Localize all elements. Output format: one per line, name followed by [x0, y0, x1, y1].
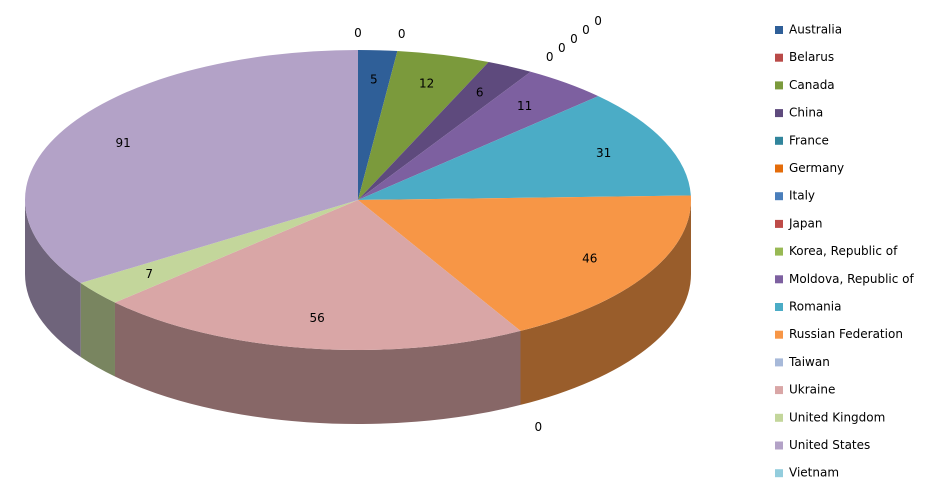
- legend-swatch: [775, 413, 783, 422]
- data-label: 46: [582, 252, 597, 266]
- legend-label: United Kingdom: [789, 410, 885, 424]
- legend-swatch: [775, 275, 783, 284]
- data-label: 31: [596, 146, 611, 160]
- legend-label: Ukraine: [789, 383, 835, 397]
- data-label: 56: [309, 311, 324, 325]
- slice: [358, 50, 398, 200]
- legend-label: Russian Federation: [789, 327, 903, 341]
- legend-swatch: [775, 136, 783, 145]
- legend-swatch: [775, 53, 783, 62]
- legend-label: Germany: [789, 161, 844, 175]
- slice: [358, 62, 531, 200]
- data-label: 0: [582, 23, 590, 37]
- slice: [114, 200, 521, 351]
- legend-label: Korea, Republic of: [789, 244, 898, 258]
- legend-label: Italy: [789, 189, 815, 203]
- data-label: 0: [594, 14, 602, 28]
- data-label: 12: [419, 77, 434, 91]
- legend-label: Romania: [789, 300, 841, 314]
- slice: [80, 200, 358, 303]
- data-label: 11: [517, 99, 532, 113]
- data-label: 0: [546, 50, 554, 64]
- slice-side: [25, 200, 81, 358]
- data-label: 0: [570, 32, 578, 46]
- legend-label: United States: [789, 438, 870, 452]
- legend-swatch: [775, 358, 783, 367]
- slice: [358, 195, 691, 331]
- legend-label: Australia: [789, 23, 842, 37]
- legend-label: Canada: [789, 78, 835, 92]
- data-label: 0: [354, 26, 362, 40]
- legend-swatch: [775, 441, 783, 450]
- legend-swatch: [775, 330, 783, 339]
- legend-swatch: [775, 164, 783, 173]
- legend-label: China: [789, 106, 823, 120]
- data-label: 0: [535, 420, 543, 434]
- legend-label: Taiwan: [788, 355, 830, 369]
- data-label: 6: [476, 86, 484, 100]
- slice-side: [114, 302, 521, 425]
- data-label: 0: [558, 41, 566, 55]
- slice: [358, 71, 599, 201]
- data-label: 0: [398, 27, 406, 41]
- slice: [358, 51, 489, 200]
- legend-swatch: [775, 26, 783, 34]
- legend-swatch: [775, 219, 783, 228]
- legend-swatch: [775, 81, 783, 90]
- legend-swatch: [775, 192, 783, 201]
- legend-label: Vietnam: [789, 466, 839, 480]
- legend-label: Moldova, Republic of: [789, 272, 915, 286]
- slice-side: [520, 200, 691, 405]
- legend-label: Belarus: [789, 50, 834, 64]
- legend-label: France: [789, 133, 829, 147]
- legend-swatch: [775, 303, 783, 311]
- legend-swatch: [775, 386, 783, 395]
- slice-side: [80, 283, 115, 377]
- legend-swatch: [775, 469, 783, 478]
- slice: [358, 96, 691, 200]
- legend-swatch: [775, 109, 783, 118]
- legend-label: Japan: [788, 216, 822, 230]
- data-label: 91: [116, 136, 131, 150]
- data-label: 7: [145, 267, 153, 281]
- data-label: 5: [370, 73, 378, 87]
- legend-swatch: [775, 247, 783, 256]
- slice: [25, 50, 358, 284]
